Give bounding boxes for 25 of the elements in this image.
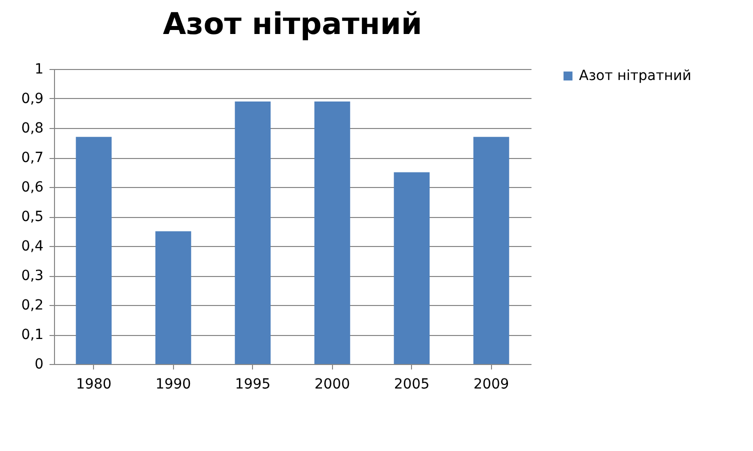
y-tick-label: 0,9 [21,91,44,107]
y-tick-label: 0,4 [21,238,44,254]
bar [473,136,510,364]
y-tick-label: 0,6 [21,180,44,196]
x-tick-label: 1990 [155,376,192,392]
y-tick-label: 0,3 [21,268,44,284]
bar [76,136,112,364]
x-tick-label: 2009 [473,376,510,392]
y-tick-label: 0,7 [21,150,44,166]
x-tick-label: 2000 [314,376,350,392]
y-tick-label: 1 [34,62,44,78]
x-tick-label: 1995 [234,376,271,392]
legend-label: Азот нітратний [579,68,692,84]
bar [314,101,350,364]
y-tick-label: 0,2 [21,298,44,314]
y-tick-label: 0,8 [21,120,44,136]
x-tick-label: 2005 [394,376,430,392]
bar [155,231,192,364]
x-tick-label: 1980 [76,376,112,392]
bar [234,101,271,364]
bar [394,172,430,364]
y-tick-label: 0,1 [21,327,44,343]
y-tick-label: 0 [34,356,44,372]
y-tick-label: 0,5 [21,209,44,225]
chart-title: Азот нітратний [162,7,422,42]
